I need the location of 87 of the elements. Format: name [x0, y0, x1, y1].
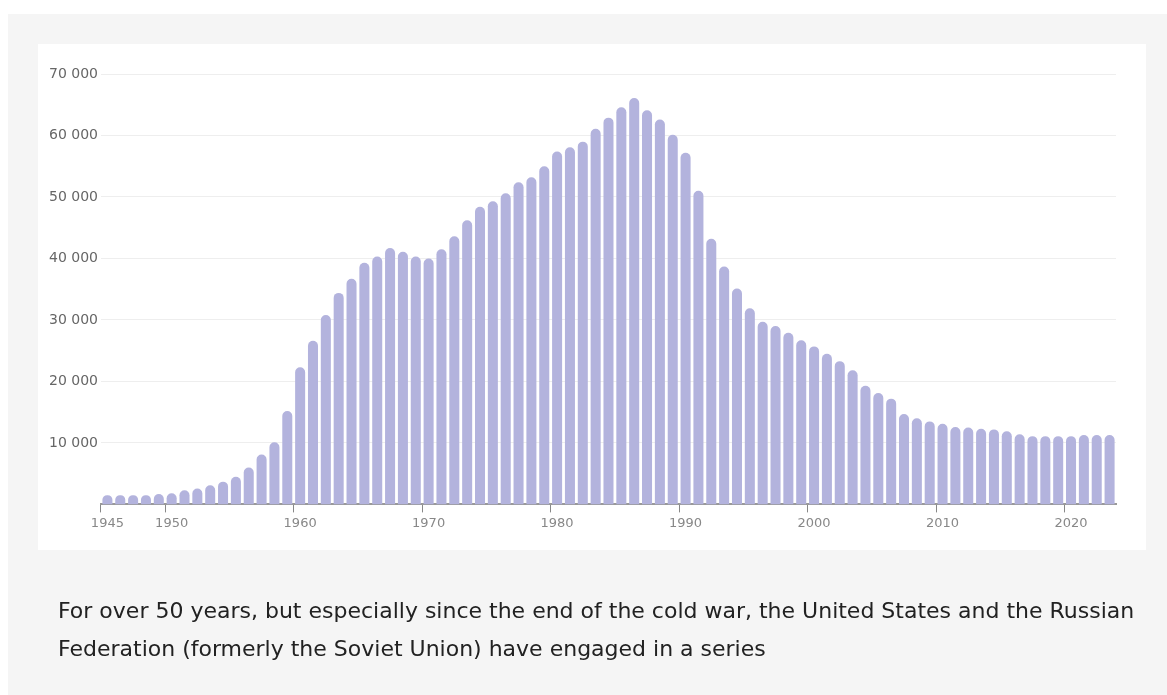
bar [706, 238, 717, 505]
bar [333, 292, 344, 505]
bar [963, 427, 974, 505]
bar [487, 201, 498, 505]
bar [1091, 434, 1102, 505]
x-tick-label: 1960 [283, 514, 317, 530]
bar [449, 236, 460, 505]
text: For over 50 years, but especially since the end of the cold war, the United States and the Russian Federation (formerly the Soviet Union) have engaged in a series [58, 597, 1136, 663]
bar [359, 262, 370, 505]
bar [307, 340, 318, 505]
bar [410, 256, 421, 505]
bar [1053, 436, 1064, 505]
bar [218, 481, 229, 505]
bar [282, 410, 293, 505]
bar [744, 308, 755, 505]
bar [385, 248, 396, 505]
bar [809, 346, 820, 505]
bar [1040, 436, 1051, 505]
bar [680, 152, 691, 505]
bar [269, 442, 280, 505]
bar [796, 340, 807, 505]
y-tick-label: 10 000 [48, 433, 98, 450]
bar [1066, 436, 1077, 505]
y-tick-label: 30 000 [48, 310, 98, 327]
bar [552, 151, 563, 505]
y-tick-label: 20 000 [48, 372, 98, 389]
x-tick-label: 1980 [540, 514, 574, 530]
bar [988, 429, 999, 505]
bar [821, 353, 832, 505]
bar [603, 117, 614, 505]
bar [629, 97, 640, 505]
bar [526, 177, 537, 505]
y-tick-label: 50 000 [48, 187, 98, 204]
bar [295, 367, 306, 505]
bar [1027, 436, 1038, 505]
bar [397, 251, 408, 505]
x-tick-label: 2000 [797, 514, 831, 530]
bar [693, 190, 704, 505]
bar [847, 370, 858, 505]
bar [886, 398, 897, 505]
bar [834, 361, 845, 505]
bar [731, 288, 742, 505]
bar [898, 414, 910, 505]
bar [372, 256, 383, 505]
y-tick-label: 60 000 [48, 126, 98, 143]
bar [719, 266, 730, 505]
bar [950, 426, 961, 505]
x-tick-label: 2010 [926, 514, 960, 530]
bar [320, 315, 331, 505]
bar [230, 476, 241, 505]
bar [770, 326, 781, 505]
bar [1104, 434, 1115, 505]
bar [1001, 431, 1012, 505]
bar [256, 454, 267, 505]
bar [346, 278, 357, 505]
bar [564, 147, 575, 505]
bar [654, 119, 665, 505]
bar [783, 332, 794, 505]
bar [976, 428, 987, 505]
bar [873, 393, 884, 505]
bar [590, 128, 601, 505]
bar [616, 107, 627, 505]
y-tick-label: 70 000 [48, 64, 98, 81]
bar [513, 182, 524, 505]
bar [475, 206, 486, 505]
bar [436, 249, 447, 505]
x-tick-label: 1970 [412, 514, 446, 530]
bar [924, 421, 935, 505]
bar [462, 220, 473, 505]
bar [1014, 434, 1025, 505]
x-tick-label: 1950 [155, 514, 189, 530]
bar [860, 385, 871, 505]
x-tick-label: 1990 [669, 514, 703, 530]
bar [911, 418, 922, 505]
bar [500, 193, 511, 505]
bar [539, 166, 550, 505]
bar [243, 467, 254, 505]
x-tick-label: 1945 [90, 514, 124, 530]
bar [757, 321, 768, 505]
bar [423, 258, 434, 505]
bar [1078, 434, 1089, 505]
bar [937, 423, 948, 505]
y-tick-label: 40 000 [48, 249, 98, 266]
x-tick-label: 2020 [1054, 514, 1088, 530]
bar [577, 141, 588, 505]
bar [667, 134, 678, 505]
bar [642, 110, 653, 505]
